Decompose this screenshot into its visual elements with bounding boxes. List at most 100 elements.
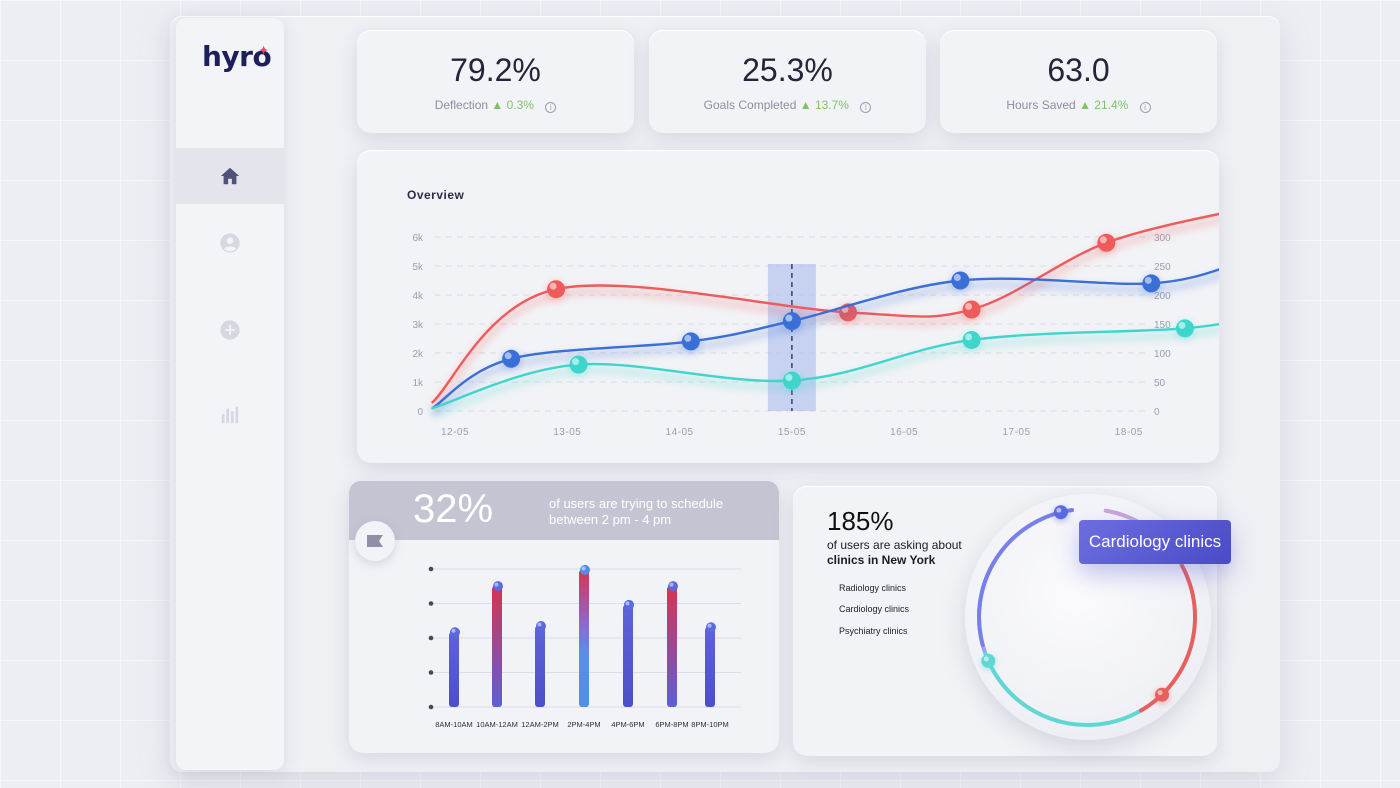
grid-dot: [428, 635, 434, 641]
kpi-card-deflection[interactable]: 79.2% Deflection ▲ 0.3% i: [357, 30, 634, 133]
kpi-subtitle: Hours Saved ▲ 21.4% i: [940, 98, 1217, 113]
clinics-text-line1: of users are asking about: [827, 538, 962, 552]
bar[interactable]: [449, 627, 460, 707]
overview-title: Overview: [407, 188, 465, 202]
data-point[interactable]: [1141, 274, 1162, 296]
flag-icon: [367, 535, 383, 547]
bar[interactable]: [705, 622, 716, 707]
bar[interactable]: [579, 564, 590, 707]
data-point[interactable]: [546, 280, 567, 302]
y-right-tick: 100: [1154, 349, 1171, 360]
info-icon[interactable]: i: [545, 102, 557, 113]
ring-segment-radiology[interactable]: [977, 508, 1074, 724]
x-tick: 16-05: [890, 427, 918, 438]
data-point[interactable]: [961, 330, 982, 352]
clinics-card: 185% of users are asking about clinics i…: [793, 486, 1231, 756]
y-left-tick: 6k: [412, 233, 424, 244]
bar-label: 8PM-10PM: [691, 720, 729, 729]
sidebar-item-home[interactable]: [176, 148, 284, 204]
plus-icon: [220, 320, 240, 340]
y-right-tick: 0: [1154, 407, 1160, 418]
schedule-description: of users are trying to schedule between …: [549, 496, 769, 528]
data-point[interactable]: [680, 332, 701, 354]
y-left-tick: 3k: [412, 320, 424, 331]
user-icon: [220, 233, 240, 253]
kpi-value: 63.0: [1047, 52, 1110, 88]
kpi-subtitle: Goals Completed ▲ 13.7% i: [649, 98, 926, 113]
schedule-text-line2: between 2 pm - 4 pm: [549, 512, 672, 527]
bar-label: 12AM-2PM: [521, 720, 559, 729]
sidebar: hyro ✦: [176, 18, 284, 770]
kpi-label: Goals Completed: [703, 98, 797, 112]
y-left-tick: 2k: [412, 349, 424, 360]
data-point[interactable]: [961, 300, 982, 322]
ring-segment-radiology-strong[interactable]: [977, 508, 1074, 647]
x-tick: 18-05: [1115, 427, 1143, 438]
grid-dot: [428, 704, 434, 710]
overview-card: Overview 0 1k 2k 3k 4k 5k 6k 0 50 100 150 200 250 300…: [357, 150, 1219, 463]
bar-label: 2PM-4PM: [567, 720, 600, 729]
clinics-text-line2: clinics in New York: [827, 553, 936, 567]
ring-marker-cardiology[interactable]: [1154, 687, 1171, 705]
schedule-bar-chart[interactable]: 8AM-10AM 10AM-12AM 12AM-2PM 2PM-4PM 4PM-6PM 6…: [349, 481, 779, 753]
bar[interactable]: [667, 581, 678, 707]
logo-spark-icon: ✦: [259, 45, 269, 57]
bar[interactable]: [492, 581, 503, 707]
x-tick: 13-05: [553, 427, 581, 438]
bar-label: 10AM-12AM: [476, 720, 518, 729]
ring-marker-psychiatry[interactable]: [980, 653, 997, 671]
legend-item-radiology[interactable]: Radiology clinics: [839, 583, 907, 593]
data-point[interactable]: [1174, 319, 1195, 341]
bar-label: 8AM-10AM: [435, 720, 473, 729]
y-right-tick: 200: [1154, 291, 1171, 302]
y-right-tick: 50: [1154, 378, 1166, 389]
x-tick: 17-05: [1002, 427, 1030, 438]
legend-item-psychiatry[interactable]: Psychiatry clinics: [839, 626, 908, 636]
kpi-delta: ▲ 0.3%: [491, 98, 534, 112]
y-left-tick: 0: [417, 407, 423, 418]
data-point[interactable]: [950, 271, 971, 293]
data-point[interactable]: [568, 355, 589, 377]
sidebar-item-add[interactable]: [176, 302, 284, 358]
bar-label: 4PM-6PM: [611, 720, 644, 729]
data-point[interactable]: [781, 312, 802, 334]
sidebar-item-analytics[interactable]: [176, 386, 284, 442]
x-tick: 15-05: [778, 427, 806, 438]
ring-marker-radiology[interactable]: [1052, 505, 1069, 523]
schedule-card: 32% of users are trying to schedule betw…: [349, 481, 779, 753]
cardiology-callout[interactable]: Cardiology clinics: [1079, 520, 1231, 564]
schedule-percent: 32%: [413, 487, 494, 531]
schedule-text-line1: of users are trying to schedule: [549, 496, 724, 511]
data-point[interactable]: [501, 349, 522, 371]
data-point[interactable]: [1096, 233, 1117, 255]
info-icon[interactable]: i: [860, 102, 872, 113]
clinics-percent: 185%: [827, 506, 894, 536]
y-left-tick: 1k: [412, 378, 424, 389]
sidebar-item-profile[interactable]: [176, 215, 284, 271]
x-tick: 12-05: [441, 427, 469, 438]
bar[interactable]: [623, 599, 634, 707]
y-left-tick: 5k: [412, 262, 424, 273]
grid-dot: [428, 670, 434, 675]
data-point[interactable]: [781, 371, 802, 393]
grid-dot: [428, 601, 434, 606]
ring-segment-psychiatry[interactable]: [983, 651, 1143, 727]
flag-button[interactable]: [355, 521, 395, 561]
kpi-value: 25.3%: [742, 52, 833, 88]
kpi-label: Hours Saved: [1006, 98, 1076, 112]
bar[interactable]: [535, 621, 546, 707]
kpi-card-goals[interactable]: 25.3% Goals Completed ▲ 13.7% i: [649, 30, 926, 133]
brand-logo: hyro: [202, 40, 272, 73]
y-right-tick: 150: [1154, 320, 1171, 331]
bar-chart-icon: [221, 406, 239, 424]
schedule-banner: 32% of users are trying to schedule betw…: [349, 481, 779, 540]
kpi-card-hours[interactable]: 63.0 Hours Saved ▲ 21.4% i: [940, 30, 1217, 133]
kpi-subtitle: Deflection ▲ 0.3% i: [357, 98, 634, 113]
overview-chart[interactable]: 0 1k 2k 3k 4k 5k 6k 0 50 100 150 200 250 300 12-05 13-0…: [357, 150, 1219, 463]
y-left-tick: 4k: [412, 291, 424, 302]
legend-item-cardiology[interactable]: Cardiology clinics: [839, 604, 910, 614]
kpi-label: Deflection: [434, 98, 489, 112]
grid-dot: [428, 566, 434, 572]
info-icon[interactable]: i: [1139, 102, 1151, 113]
y-right-tick: 300: [1154, 233, 1171, 244]
